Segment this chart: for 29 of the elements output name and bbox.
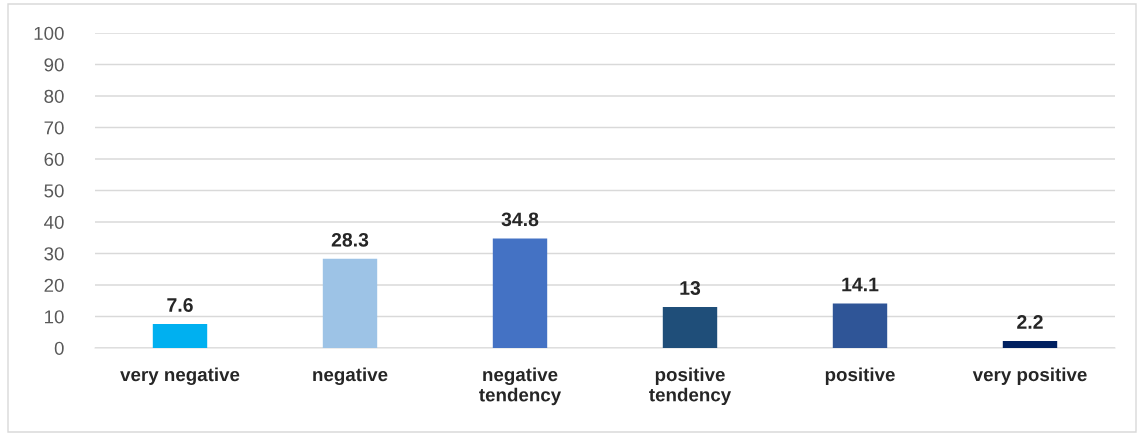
data-label: 2.2 (1017, 315, 1043, 329)
x-tick-label: very negative (120, 367, 240, 386)
bar (1002, 341, 1058, 348)
y-tick-label: 30 (44, 247, 64, 261)
x-tick-label: positive (825, 367, 895, 385)
bar (152, 324, 208, 348)
y-tick-label: 0 (54, 341, 64, 355)
bar (322, 258, 378, 348)
bar (832, 303, 888, 348)
y-tick-label: 60 (44, 152, 64, 166)
y-tick-label: 90 (44, 58, 64, 72)
bar (662, 307, 718, 348)
data-label: 34.8 (501, 212, 539, 227)
x-tick-label: very positive (972, 367, 1087, 385)
y-tick-label: 70 (44, 121, 64, 135)
y-tick-label: 40 (44, 215, 64, 229)
bar (492, 238, 548, 348)
data-label: 14.1 (842, 277, 879, 292)
y-tick-label: 50 (44, 184, 64, 198)
data-label: 13 (680, 281, 701, 295)
y-tick-label: 80 (44, 89, 64, 103)
x-tick-label: positive tendency (649, 367, 732, 406)
data-label: 28.3 (331, 232, 369, 247)
y-tick-label: 10 (45, 310, 64, 324)
data-label: 7.6 (167, 298, 193, 312)
x-tick-label: negative (313, 367, 388, 386)
y-tick-label: 20 (44, 278, 64, 292)
x-tick-label: negative tendency (479, 367, 562, 406)
y-tick-label: 100 (34, 26, 64, 40)
